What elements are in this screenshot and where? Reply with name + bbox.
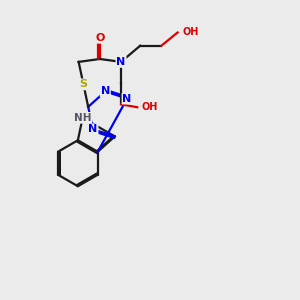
Text: O: O bbox=[95, 33, 104, 43]
Text: N: N bbox=[116, 57, 126, 67]
Text: S: S bbox=[80, 80, 87, 89]
Text: NH: NH bbox=[74, 113, 92, 123]
Text: N: N bbox=[122, 94, 132, 103]
Text: N: N bbox=[88, 124, 98, 134]
Text: N: N bbox=[100, 86, 110, 97]
Text: OH: OH bbox=[142, 102, 158, 112]
Text: OH: OH bbox=[182, 28, 198, 38]
